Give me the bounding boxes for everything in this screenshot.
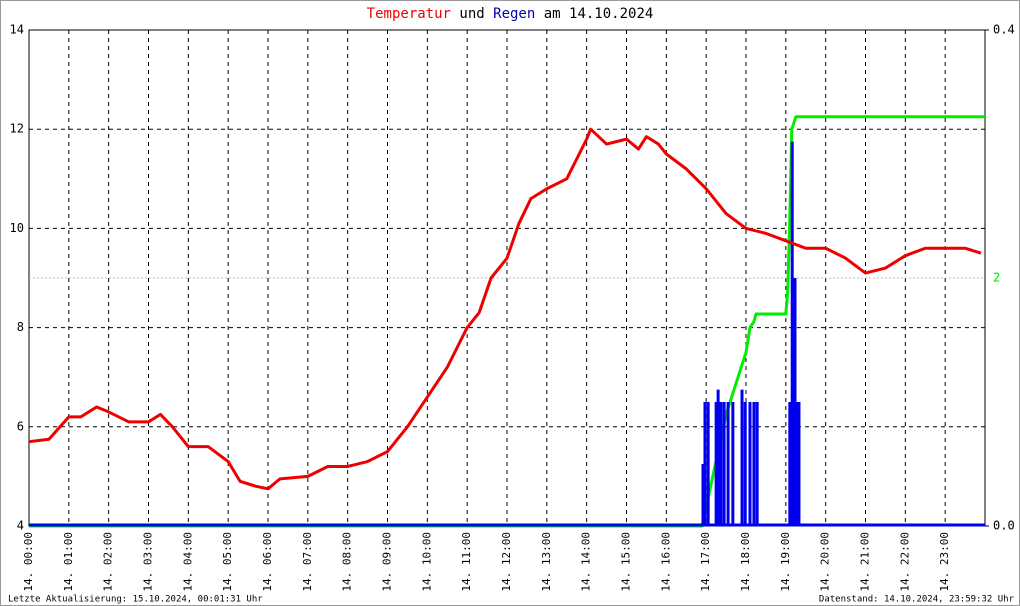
x-tick-label: 14. 08:00	[341, 532, 354, 592]
x-tick-label: 14. 22:00	[898, 532, 911, 592]
y-tick-label: 12	[10, 122, 24, 136]
x-tick-label: 14. 02:00	[102, 532, 115, 592]
x-tick-label: 14. 04:00	[181, 532, 194, 592]
y-tick-label: 8	[17, 320, 24, 334]
title-rain: Regen	[493, 6, 535, 22]
y3-tick-label: 2	[993, 271, 1000, 285]
x-tick-label: 14. 14:00	[580, 532, 593, 592]
x-tick-label: 14. 03:00	[142, 532, 155, 592]
x-tick-label: 14. 17:00	[699, 532, 712, 592]
x-tick-label: 14. 13:00	[540, 532, 553, 592]
x-tick-label: 14. 11:00	[460, 532, 473, 592]
x-tick-label: 14. 01:00	[62, 532, 75, 592]
title-suffix: am 14.10.2024	[544, 6, 654, 22]
x-tick-label: 14. 09:00	[381, 532, 394, 592]
y2-tick-label: 0.0	[993, 519, 1015, 533]
y2-tick-label: 0.4	[993, 23, 1015, 37]
x-tick-label: 14. 12:00	[500, 532, 513, 592]
y-tick-label: 6	[17, 419, 24, 433]
x-tick-label: 14. 07:00	[301, 532, 314, 592]
x-tick-label: 14. 18:00	[739, 532, 752, 592]
x-tick-label: 14. 06:00	[261, 532, 274, 592]
chart-title: Temperatur und Regen am 14.10.2024	[367, 6, 654, 22]
data-line	[28, 127, 982, 491]
x-tick-label: 14. 21:00	[859, 532, 872, 592]
y-tick-label: 4	[17, 519, 24, 533]
x-tick-label: 14. 15:00	[620, 532, 633, 592]
x-tick-label: 14. 05:00	[221, 532, 234, 592]
x-tick-label: 14. 00:00	[22, 532, 35, 592]
title-temp: Temperatur	[367, 6, 451, 22]
footer-left: Letzte Aktualisierung: 15.10.2024, 00:01…	[8, 595, 263, 605]
x-tick-label: 14. 19:00	[779, 532, 792, 592]
x-tick-label: 14. 23:00	[938, 532, 951, 592]
y-tick-label: 10	[10, 221, 24, 235]
x-tick-label: 14. 16:00	[659, 532, 672, 592]
x-tick-label: 14. 10:00	[420, 532, 433, 592]
x-tick-label: 14. 20:00	[819, 532, 832, 592]
title-connector: und	[459, 6, 484, 22]
y-tick-label: 14	[10, 23, 24, 37]
footer-right: Datenstand: 14.10.2024, 23:59:32 Uhr	[819, 595, 1015, 605]
